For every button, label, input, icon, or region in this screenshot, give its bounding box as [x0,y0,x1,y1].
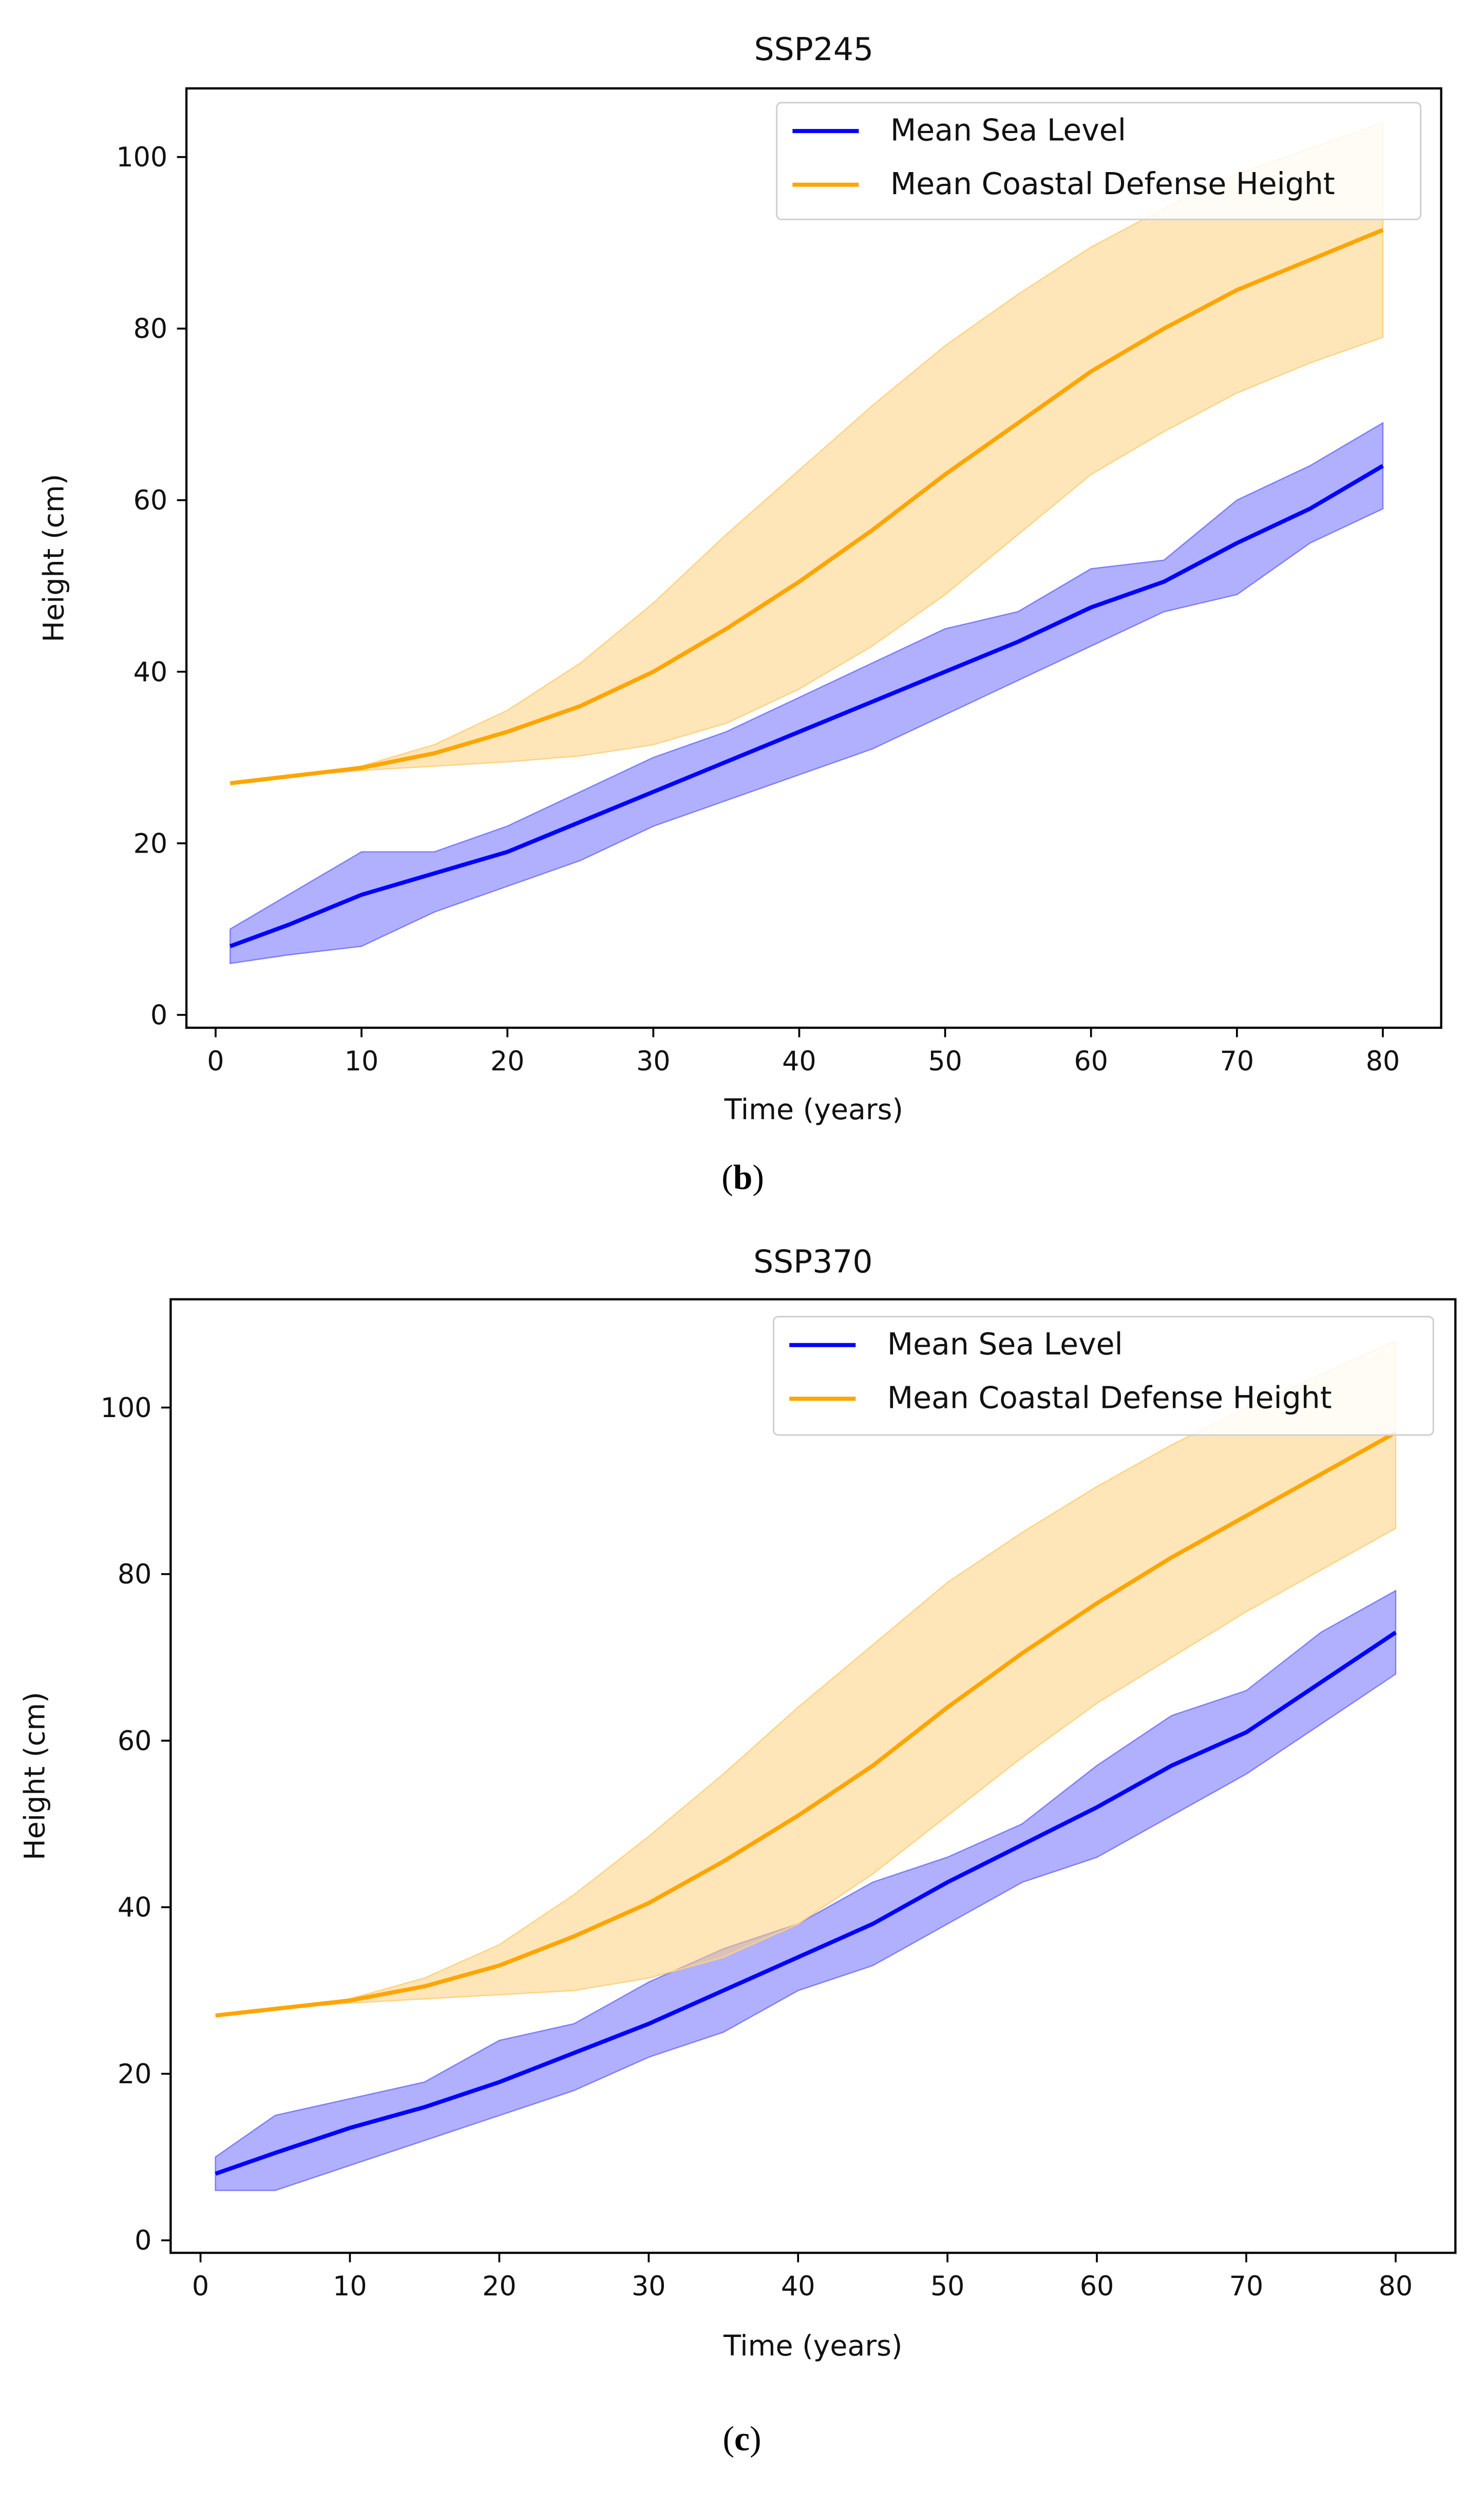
legend-box [772,1315,1434,1436]
y-tick-label: 80 [134,314,168,345]
x-tick-label: 60 [1080,2271,1114,2302]
x-tick-label: 20 [490,1046,525,1077]
x-tick-label: 60 [1074,1046,1108,1077]
x-tick-label: 10 [345,1046,379,1077]
legend-box [776,102,1422,220]
x-tick-label: 50 [928,1046,962,1077]
x-tick-label: 30 [632,2271,666,2302]
x-tick-label: 0 [207,1046,224,1077]
legend-label: Mean Sea Level [890,113,1126,148]
y-tick-label: 80 [118,1559,152,1590]
line-defense-height [230,228,1384,785]
x-tick-label: 30 [636,1046,671,1077]
x-tick-label: 80 [1366,1046,1400,1077]
chart-panel-ssp370: SSP370 0 10 20 30 40 50 60 70 80 0 20 40 60 80 100 Time … [18,1243,1457,2458]
x-tick-label: 70 [1220,1046,1254,1077]
legend-label: Mean Coastal Defense Height [890,166,1335,201]
y-tick-label: 40 [134,657,168,688]
legend-label: Mean Sea Level [887,1327,1123,1362]
y-tick-label: 60 [118,1726,152,1757]
band-defense-height [230,122,1384,784]
x-axis-label: Time (years) [723,2330,902,2363]
band-defense-height [215,1340,1397,2016]
y-tick-label: 0 [150,1000,167,1031]
x-axis-label: Time (years) [724,1094,903,1126]
legend-label: Mean Coastal Defense Height [887,1381,1332,1416]
x-tick-label: 50 [930,2271,965,2302]
y-tick-label: 20 [134,828,168,859]
y-tick-label: 0 [135,2226,151,2256]
y-tick-label: 40 [118,1893,152,1924]
y-tick-label: 100 [101,1393,152,1424]
x-tick-label: 70 [1229,2271,1264,2302]
line-sea-level [229,464,1384,949]
band-sea-level [215,1590,1397,2191]
x-tick-label: 0 [192,2271,209,2302]
plot-frame [169,1298,1457,2254]
chart-title: SSP245 [754,31,873,68]
panel-caption: (c) [722,2419,761,2458]
x-tick-label: 40 [781,2271,815,2302]
y-axis-label: Height (cm) [37,474,70,643]
y-tick-label: 100 [116,142,167,173]
y-tick-label: 20 [118,2059,152,2090]
panel-letter: b [733,1158,753,1196]
x-tick-label: 10 [333,2271,367,2302]
x-tick-label: 40 [782,1046,816,1077]
line-defense-height [215,1430,1397,2018]
x-tick-label: 20 [482,2271,517,2302]
chart-title: SSP370 [753,1243,872,1280]
plot-frame [185,87,1442,1029]
panel-caption: (b) [721,1158,764,1196]
y-axis-label: Height (cm) [18,1692,51,1860]
line-sea-level [215,1630,1397,2176]
x-tick-label: 80 [1379,2271,1413,2302]
panel-letter: c [734,2419,750,2458]
chart-panel-ssp245: SSP245 0 10 20 30 40 50 60 70 80 0 20 40 60 80 100 Time … [37,31,1442,1196]
y-tick-label: 60 [134,485,168,516]
band-sea-level [230,422,1384,965]
